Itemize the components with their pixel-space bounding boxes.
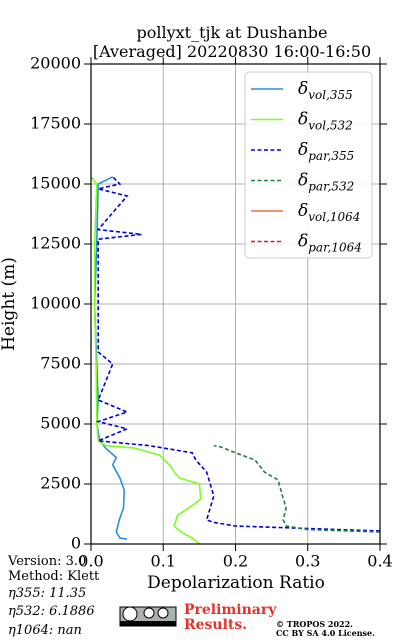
x-tick-label: 0.3 [295, 552, 320, 571]
chart-title: pollyxt_tjk at Dushanbe [136, 23, 327, 42]
y-tick-label: 2500 [40, 474, 81, 493]
x-tick-label: 0.4 [367, 552, 392, 571]
cc-logo [119, 606, 177, 627]
info-eta355: η355: 11.35 [8, 586, 86, 601]
info-method: Method: Klett [8, 569, 100, 584]
y-tick-label: 7500 [40, 354, 81, 373]
x-tick-label: 0.0 [78, 552, 103, 571]
y-tick-label: 20000 [30, 54, 81, 73]
legend-label: δvol,1064 [298, 201, 360, 224]
y-tick-label: 10000 [30, 294, 81, 313]
license: CC BY SA 4.0 License. [276, 628, 375, 638]
info-eta532: η532: 6.1886 [8, 604, 95, 619]
legend-label: δpar,1064 [298, 232, 362, 255]
profile-line [213, 444, 380, 533]
profile-line [91, 176, 202, 544]
y-tick-label: 17500 [30, 114, 81, 133]
x-tick-label: 0.2 [223, 552, 248, 571]
chart-subtitle: [Averaged] 20220830 16:00-16:50 [93, 42, 371, 61]
legend-label: δpar,532 [298, 171, 354, 194]
legend-label: δpar,355 [298, 140, 354, 163]
y-tick-label: 5000 [40, 414, 81, 433]
y-axis-label: Height (m) [0, 257, 19, 351]
x-axis-label: Depolarization Ratio [147, 573, 325, 593]
y-tick-label: 12500 [30, 234, 81, 253]
profile-line [95, 176, 380, 532]
x-tick-label: 0.1 [151, 552, 176, 571]
y-tick-label: 15000 [30, 174, 81, 193]
plot-frame [90, 63, 381, 545]
legend-label: δvol,355 [298, 79, 353, 102]
legend-label: δvol,532 [298, 110, 353, 133]
preliminary-note: Preliminary [184, 602, 277, 618]
info-version: Version: 3.0 [7, 554, 86, 569]
info-eta1064: η1064: nan [8, 623, 82, 638]
y-tick-label: 0 [71, 534, 81, 553]
copyright: © TROPOS 2022. [276, 619, 353, 629]
preliminary-note: Results. [184, 617, 247, 633]
